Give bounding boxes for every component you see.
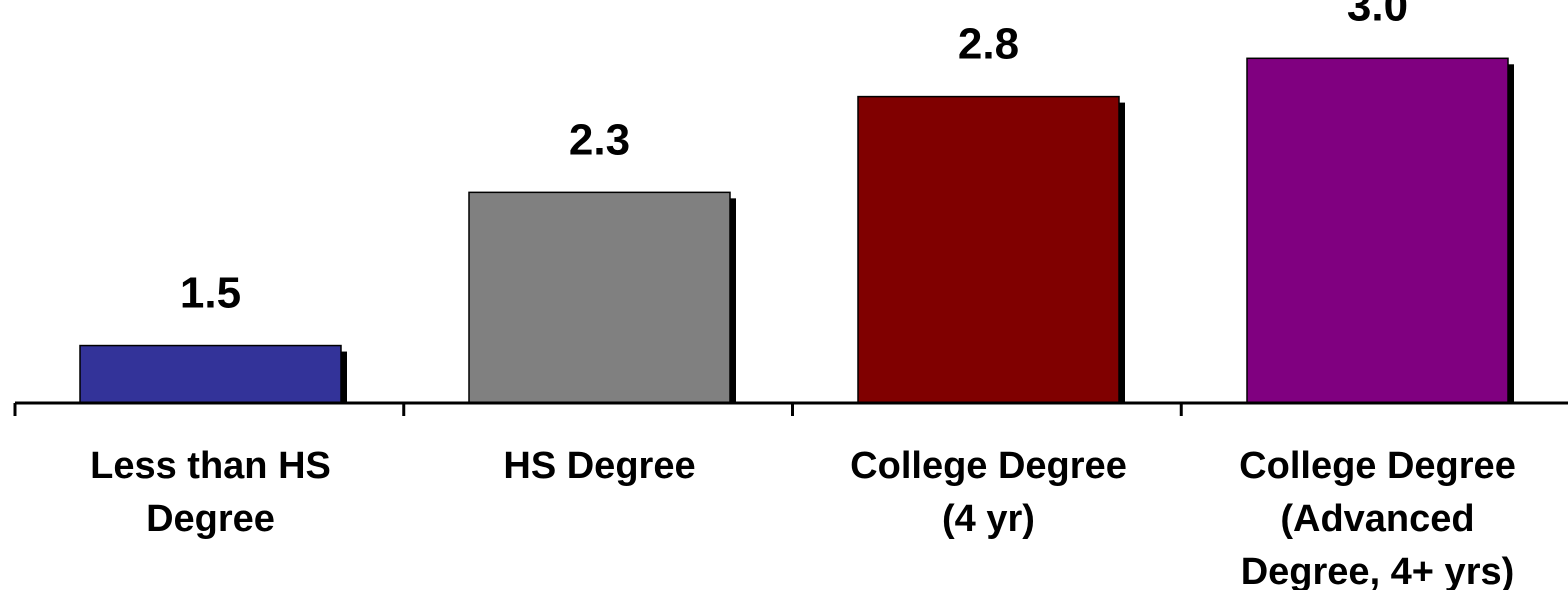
bar-value-label: 2.8 — [958, 20, 1019, 69]
bar-value-label: 2.3 — [569, 115, 630, 164]
category-label-line: Degree — [146, 498, 275, 540]
category-label-line: College Degree — [1239, 445, 1516, 487]
category-labels-group: Less than HS Degree HS Degree College Degre… — [90, 445, 1516, 590]
category-label-line: College Degree — [850, 445, 1127, 487]
bar-value-label: 1.5 — [180, 269, 241, 318]
bar — [79, 344, 342, 404]
category-label-line: (4 yr) — [942, 498, 1035, 540]
value-labels-group: 1.5 2.3 2.8 3.0 — [180, 0, 1408, 318]
category-label: Less than HS Degree — [90, 445, 331, 540]
bar — [1246, 57, 1509, 404]
bar-value-label: 3.0 — [1347, 0, 1408, 30]
bar — [468, 191, 731, 404]
bar — [857, 95, 1120, 404]
category-label-line: HS Degree — [503, 445, 695, 487]
category-label: College Degree (4 yr) — [850, 445, 1127, 540]
x-axis-ticks — [13, 403, 1183, 416]
category-label-line: (Advanced — [1280, 498, 1474, 540]
category-label-line: Less than HS — [90, 445, 331, 487]
category-label: College Degree (Advanced Degree, 4+ yrs) — [1239, 445, 1516, 590]
bars-group — [79, 57, 1514, 404]
category-label-line: Degree, 4+ yrs) — [1241, 551, 1515, 590]
category-label: HS Degree — [503, 445, 695, 487]
